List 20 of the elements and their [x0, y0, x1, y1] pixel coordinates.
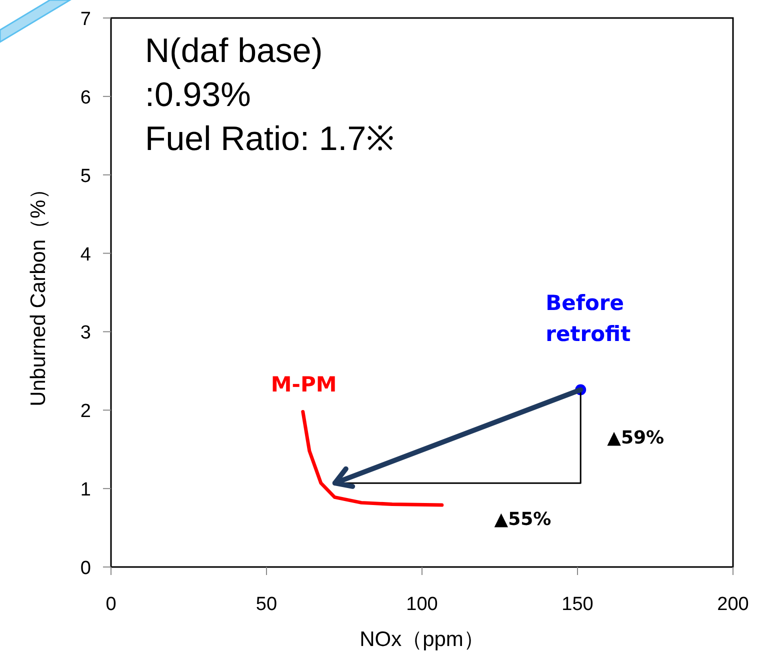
y-tick-label: 0: [80, 558, 91, 579]
annotation: ▲59%: [607, 427, 664, 448]
x-tick-label: 200: [717, 594, 749, 615]
y-tick-label: 2: [80, 401, 91, 422]
x-tick-label: 0: [106, 594, 116, 615]
x-tick-label: 150: [562, 594, 594, 615]
y-tick-label: 3: [80, 322, 91, 344]
y-axis-title: Unburned Carbon（%）: [27, 178, 50, 406]
y-tick-label: 4: [80, 244, 92, 266]
y-tick-label: 6: [80, 87, 91, 108]
x-tick-label: 100: [406, 594, 438, 615]
x-axis-title: NOx（ppm）: [360, 628, 484, 651]
series-label: M-PM: [270, 372, 337, 397]
annotation: ▲55%: [494, 509, 552, 530]
y-tick-label: 1: [80, 480, 91, 501]
y-tick-label: 7: [80, 9, 91, 30]
annotation: N(daf base) :0.93% Fuel Ratio: 1.7※: [145, 32, 394, 158]
text: Before retrofit: [546, 290, 631, 346]
x-tick-label: 50: [256, 594, 278, 615]
y-tick-label: 5: [80, 166, 91, 187]
